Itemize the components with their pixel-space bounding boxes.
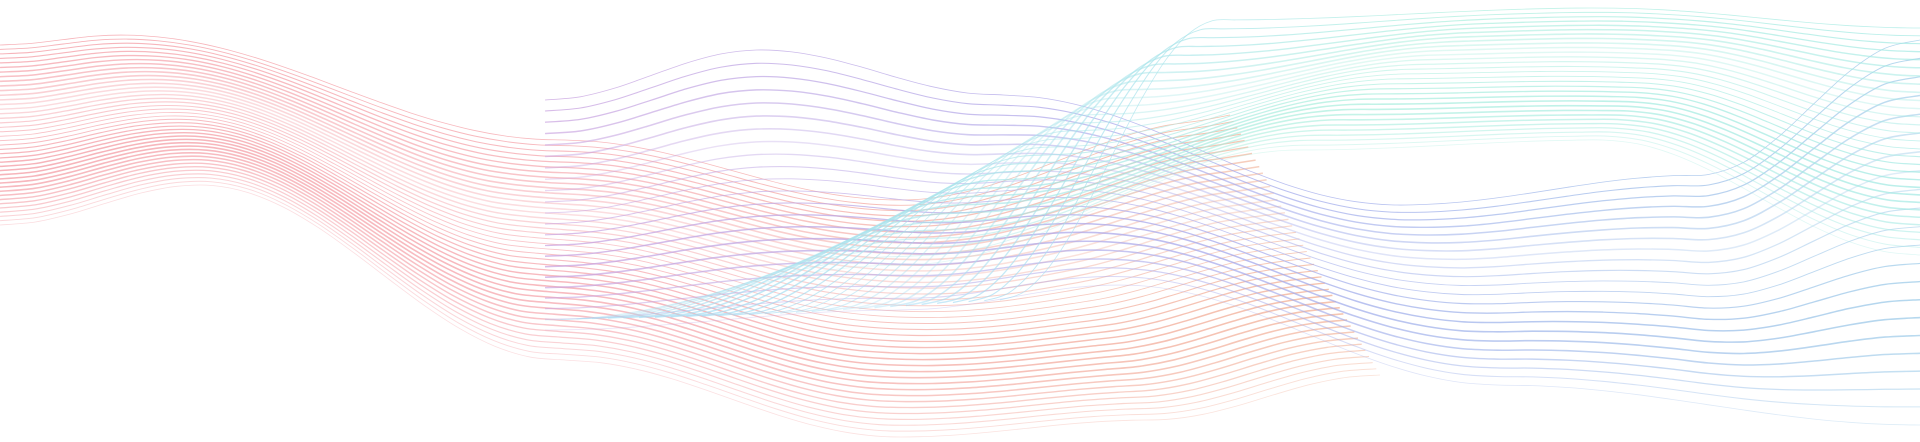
wave-line	[890, 37, 1920, 308]
wave-line	[544, 190, 1920, 298]
wave-line	[0, 138, 1333, 361]
wave-line	[827, 56, 1920, 312]
wave-line	[0, 132, 1326, 349]
wave-line	[0, 145, 1340, 373]
wave-line	[544, 89, 1920, 229]
wave-line	[999, 7, 1920, 301]
wave-line	[544, 102, 1920, 236]
wave-line	[0, 34, 1231, 201]
wave-line	[0, 180, 1377, 432]
wave-line	[544, 153, 1920, 269]
wave-line	[0, 112, 1304, 313]
wave-line	[937, 24, 1920, 305]
wave-line	[0, 155, 1351, 391]
wave-line	[0, 135, 1329, 355]
wave-line	[576, 131, 1920, 320]
wave-line	[858, 46, 1920, 310]
wave-line	[560, 135, 1920, 320]
wave-line	[623, 118, 1920, 319]
wave-line	[0, 50, 1245, 222]
wave-line	[0, 115, 1307, 319]
wave-line	[0, 158, 1355, 397]
wave-line	[544, 75, 1920, 221]
wave-line	[0, 122, 1315, 331]
wave-line	[544, 165, 1920, 278]
wave-line	[544, 214, 1920, 321]
wave-line	[0, 54, 1249, 228]
wave-line	[733, 85, 1920, 316]
wave-line	[607, 122, 1920, 319]
wave-line	[0, 62, 1256, 239]
wave-line	[544, 178, 1920, 287]
wave-line	[544, 115, 1920, 244]
wave-line	[0, 128, 1322, 343]
wave-line	[654, 109, 1920, 318]
wave-line	[0, 70, 1264, 250]
wave-line	[0, 118, 1311, 325]
cyan-green-waves	[544, 7, 1920, 321]
wave-line	[0, 90, 1282, 278]
wave-line	[0, 108, 1300, 307]
wave-line	[0, 93, 1286, 284]
wave-line	[0, 46, 1242, 217]
wave-line	[592, 127, 1920, 320]
wave-line	[0, 82, 1275, 267]
wave-line	[544, 231, 1920, 343]
wave-line	[544, 39, 1920, 206]
wave-line	[544, 140, 1920, 261]
wave-line	[795, 65, 1920, 313]
wave-line	[544, 128, 1920, 252]
wave-line	[544, 240, 1920, 355]
wave-line	[544, 249, 1920, 366]
wave-line	[811, 61, 1920, 313]
wave-line	[0, 78, 1271, 261]
wave-line	[842, 51, 1920, 311]
wave-line	[921, 28, 1920, 306]
wave-line	[0, 104, 1296, 301]
wave-line	[968, 16, 1920, 303]
wave-line	[764, 75, 1920, 315]
wave-line	[0, 173, 1370, 420]
wave-line	[0, 162, 1359, 403]
wave-line	[0, 101, 1293, 295]
wave-line	[544, 139, 1920, 321]
wave-line	[0, 176, 1373, 426]
wave-line	[0, 125, 1318, 337]
wave-line	[544, 267, 1920, 391]
wave-line	[544, 222, 1920, 332]
wave-line	[984, 11, 1920, 302]
wave-line	[0, 165, 1362, 409]
wave-line	[544, 57, 1920, 213]
wave-line	[544, 202, 1920, 309]
wave-line	[0, 151, 1348, 385]
wave-line	[874, 42, 1920, 309]
wave-line	[639, 114, 1920, 319]
wave-line	[952, 20, 1920, 304]
wave-line	[0, 141, 1337, 367]
wave-line	[544, 284, 1920, 426]
wave-line	[0, 66, 1260, 244]
wave-line	[0, 148, 1344, 379]
wave-line	[0, 184, 1381, 438]
wave-line	[0, 169, 1366, 415]
